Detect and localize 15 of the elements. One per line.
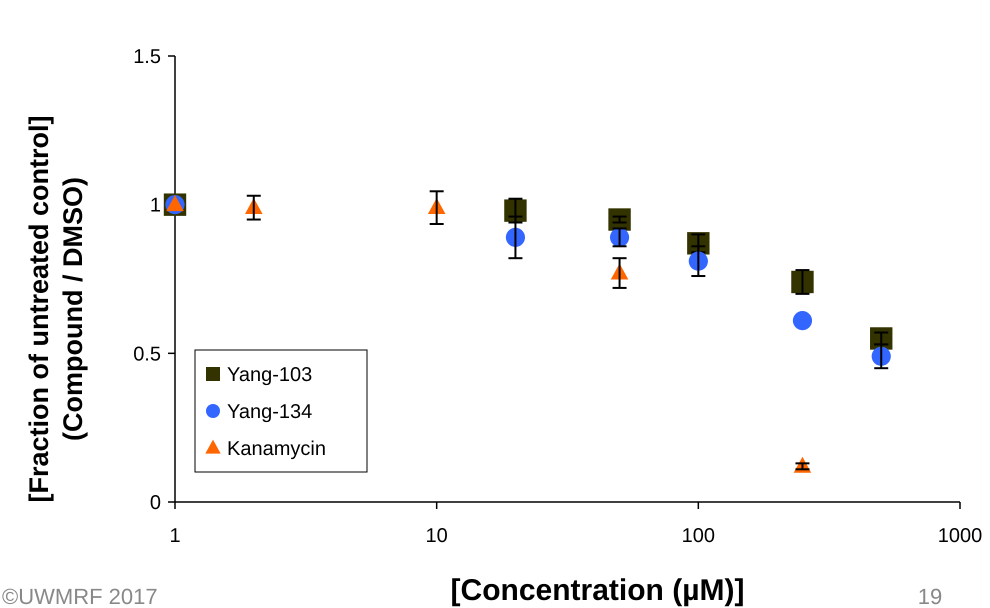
x-tick-label: 10 [426,525,448,547]
y-axis-title: [Fraction of untreated control] (Compound / DMSO) [24,116,88,502]
y-tick-label: 0 [150,492,161,514]
x-tick-label: 1 [169,525,181,547]
x-tick-label: 1000 [938,525,982,547]
x-axis-title: [Concentration (µM)] [450,574,744,607]
legend-label: Yang-103 [227,364,312,386]
text: ©UWMRF 2017 [2,584,158,608]
text: 19 [918,584,942,608]
legend-label: Kanamycin [227,438,326,460]
y-tick-label: 1 [150,194,161,217]
y-tick-label: 1.5 [133,46,161,68]
x-tick-label: 100 [682,525,716,547]
y-tick-label: 0.5 [133,343,161,366]
legend-label: Yang-134 [227,401,312,423]
